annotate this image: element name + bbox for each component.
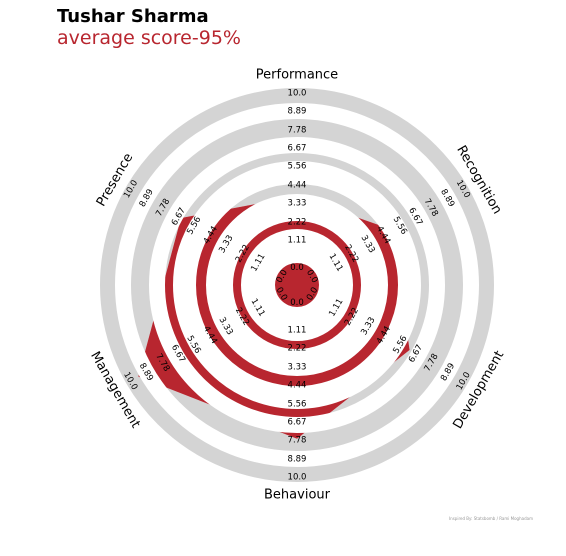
tick-label: 8.89 — [288, 455, 307, 465]
tick-label: 6.67 — [288, 418, 307, 428]
ring-band-highlight — [165, 196, 410, 417]
tick-label: 2.22 — [288, 344, 307, 354]
center-dot — [275, 263, 319, 307]
tick-label: 1.11 — [288, 236, 307, 246]
tick-label: 0.0 — [290, 263, 304, 273]
ring-band-highlight — [233, 221, 361, 349]
axis-label-behaviour: Behaviour — [264, 488, 331, 503]
axis-label-performance: Performance — [256, 68, 338, 83]
tick-label: 3.33 — [288, 199, 307, 209]
tick-label: 6.67 — [288, 144, 307, 154]
tick-label: 1.11 — [288, 326, 307, 336]
tick-label: 5.56 — [288, 400, 307, 410]
tick-label: 0.0 — [290, 298, 304, 308]
credit-text: Inspired By: Statsbomb / Rami Moghadam — [449, 516, 533, 521]
tick-label: 7.78 — [288, 126, 307, 136]
tick-label: 10.0 — [288, 473, 307, 483]
tick-label: 4.44 — [288, 181, 307, 191]
tick-label: 2.22 — [288, 218, 307, 228]
tick-label: 8.89 — [288, 107, 307, 117]
tick-label: 4.44 — [288, 381, 307, 391]
chart-subtitle: average score-95% — [57, 27, 241, 49]
ring-band-gray — [100, 88, 494, 482]
ring-band-gray — [131, 119, 463, 451]
tick-label: 7.78 — [288, 436, 307, 446]
tick-label: 3.33 — [288, 363, 307, 373]
tick-label: 10.0 — [288, 89, 307, 99]
tick-label: 5.56 — [288, 162, 307, 172]
chart-title: Tushar Sharma — [57, 6, 209, 27]
ring-band-highlight — [196, 196, 398, 386]
